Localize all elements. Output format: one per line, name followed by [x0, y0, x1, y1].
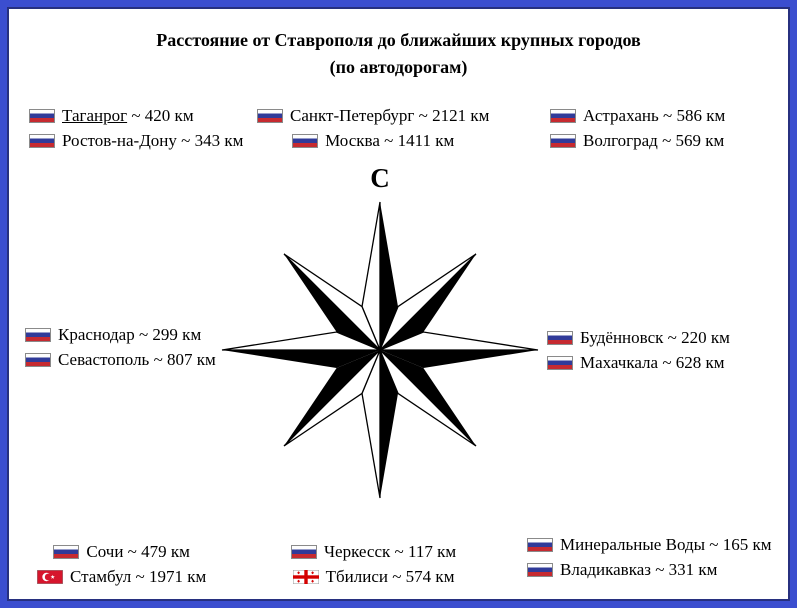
city-distance-item: Минеральные Воды ~ 165 км — [527, 534, 772, 555]
turkey-flag-icon — [37, 569, 63, 584]
city-name: Ростов-на-Дону — [62, 130, 177, 150]
title-line-1: Расстояние от Ставрополя до ближайших кр… — [156, 30, 641, 50]
page-title: Расстояние от Ставрополя до ближайших кр… — [7, 27, 790, 81]
georgia-flag-icon — [292, 569, 319, 584]
group-bottom-right: Минеральные Воды ~ 165 км Владикавказ ~ … — [527, 534, 772, 580]
city-name: Будённовск — [580, 327, 664, 347]
city-distance-item: Волгоград ~ 569 км — [550, 130, 725, 151]
distance-text: ~ 586 км — [658, 105, 726, 125]
russia-flag-icon — [25, 352, 51, 367]
group-top-right: Астрахань ~ 586 км Волгоград ~ 569 км — [550, 105, 725, 151]
title-line-2: (по автодорогам) — [329, 57, 468, 77]
distance-text: ~ 569 км — [657, 130, 725, 150]
distance-text: ~ 807 км — [149, 349, 216, 369]
compass-north-label: С — [370, 163, 390, 193]
compass-rose — [221, 201, 539, 499]
russia-flag-icon — [257, 108, 283, 123]
city-name: Минеральные Воды — [560, 534, 706, 554]
city-distance-item: Таганрог ~ 420 км — [29, 105, 243, 126]
city-distance-item: Сочи ~ 479 км — [53, 541, 190, 562]
city-distance-item: Махачкала ~ 628 км — [547, 352, 730, 373]
russia-flag-icon — [550, 133, 576, 148]
distance-text: ~ 1971 км — [131, 566, 207, 586]
distance-text: ~ 479 км — [123, 541, 190, 561]
distance-text: ~ 331 км — [650, 559, 718, 579]
city-name: Черкесск — [324, 541, 391, 561]
group-bottom-left: Сочи ~ 479 км Стамбул ~ 1971 км — [37, 541, 206, 587]
city-name: Краснодар — [58, 324, 135, 344]
distance-text: ~ 299 км — [134, 324, 202, 344]
city-name: Владикавказ — [560, 559, 651, 579]
city-distance-item: Москва ~ 1411 км — [292, 130, 454, 151]
city-name: Махачкала — [580, 352, 659, 372]
group-top-left: Таганрог ~ 420 км Ростов-на-Дону ~ 343 к… — [29, 105, 243, 151]
distance-text: ~ 628 км — [658, 352, 725, 372]
city-name: Стамбул — [70, 566, 132, 586]
city-distance-item: Севастополь ~ 807 км — [25, 349, 216, 370]
russia-flag-icon — [527, 562, 553, 577]
russia-flag-icon — [291, 544, 317, 559]
city-distance-item: Краснодар ~ 299 км — [25, 324, 216, 345]
russia-flag-icon — [547, 355, 573, 370]
group-middle-left: Краснодар ~ 299 км Севастополь ~ 807 км — [25, 324, 216, 370]
russia-flag-icon — [527, 537, 553, 552]
distance-text: ~ 574 км — [387, 566, 455, 586]
russia-flag-icon — [292, 133, 319, 148]
russia-flag-icon — [29, 108, 55, 123]
city-name: Таганрог — [62, 105, 128, 125]
distance-text: ~ 1411 км — [379, 130, 455, 150]
city-name: Севастополь — [58, 349, 150, 369]
distance-text: ~ 343 км — [176, 130, 244, 150]
city-distance-item: Будённовск ~ 220 км — [547, 327, 730, 348]
russia-flag-icon — [25, 327, 51, 342]
group-middle-right: Будённовск ~ 220 км Махачкала ~ 628 км — [547, 327, 730, 373]
city-distance-item: Санкт-Петербург ~ 2121 км — [257, 105, 489, 126]
city-distance-item: Астрахань ~ 586 км — [550, 105, 725, 126]
distance-text: ~ 117 км — [390, 541, 457, 561]
city-distance-item: Тбилиси ~ 574 км — [292, 566, 455, 587]
city-name: Санкт-Петербург — [290, 105, 415, 125]
city-distance-item: Ростов-на-Дону ~ 343 км — [29, 130, 243, 151]
city-name: Сочи — [86, 541, 124, 561]
russia-flag-icon — [550, 108, 576, 123]
city-name: Москва — [325, 130, 380, 150]
city-distance-item: Черкесск ~ 117 км — [291, 541, 456, 562]
city-name: Волгоград — [583, 130, 658, 150]
distance-text: ~ 2121 км — [414, 105, 490, 125]
russia-flag-icon — [547, 330, 573, 345]
russia-flag-icon — [29, 133, 55, 148]
city-distance-item: Владикавказ ~ 331 км — [527, 559, 772, 580]
distance-text: ~ 420 км — [127, 105, 194, 125]
group-top-center: Санкт-Петербург ~ 2121 км Москва ~ 1411 … — [257, 105, 489, 151]
russia-flag-icon — [53, 544, 80, 559]
distance-text: ~ 165 км — [705, 534, 772, 554]
city-name: Тбилиси — [325, 566, 388, 586]
city-distance-item: Стамбул ~ 1971 км — [37, 566, 206, 587]
distance-text: ~ 220 км — [663, 327, 730, 347]
group-bottom-center: Черкесск ~ 117 км Тбилиси ~ 574 км — [291, 541, 456, 587]
city-name: Астрахань — [583, 105, 659, 125]
